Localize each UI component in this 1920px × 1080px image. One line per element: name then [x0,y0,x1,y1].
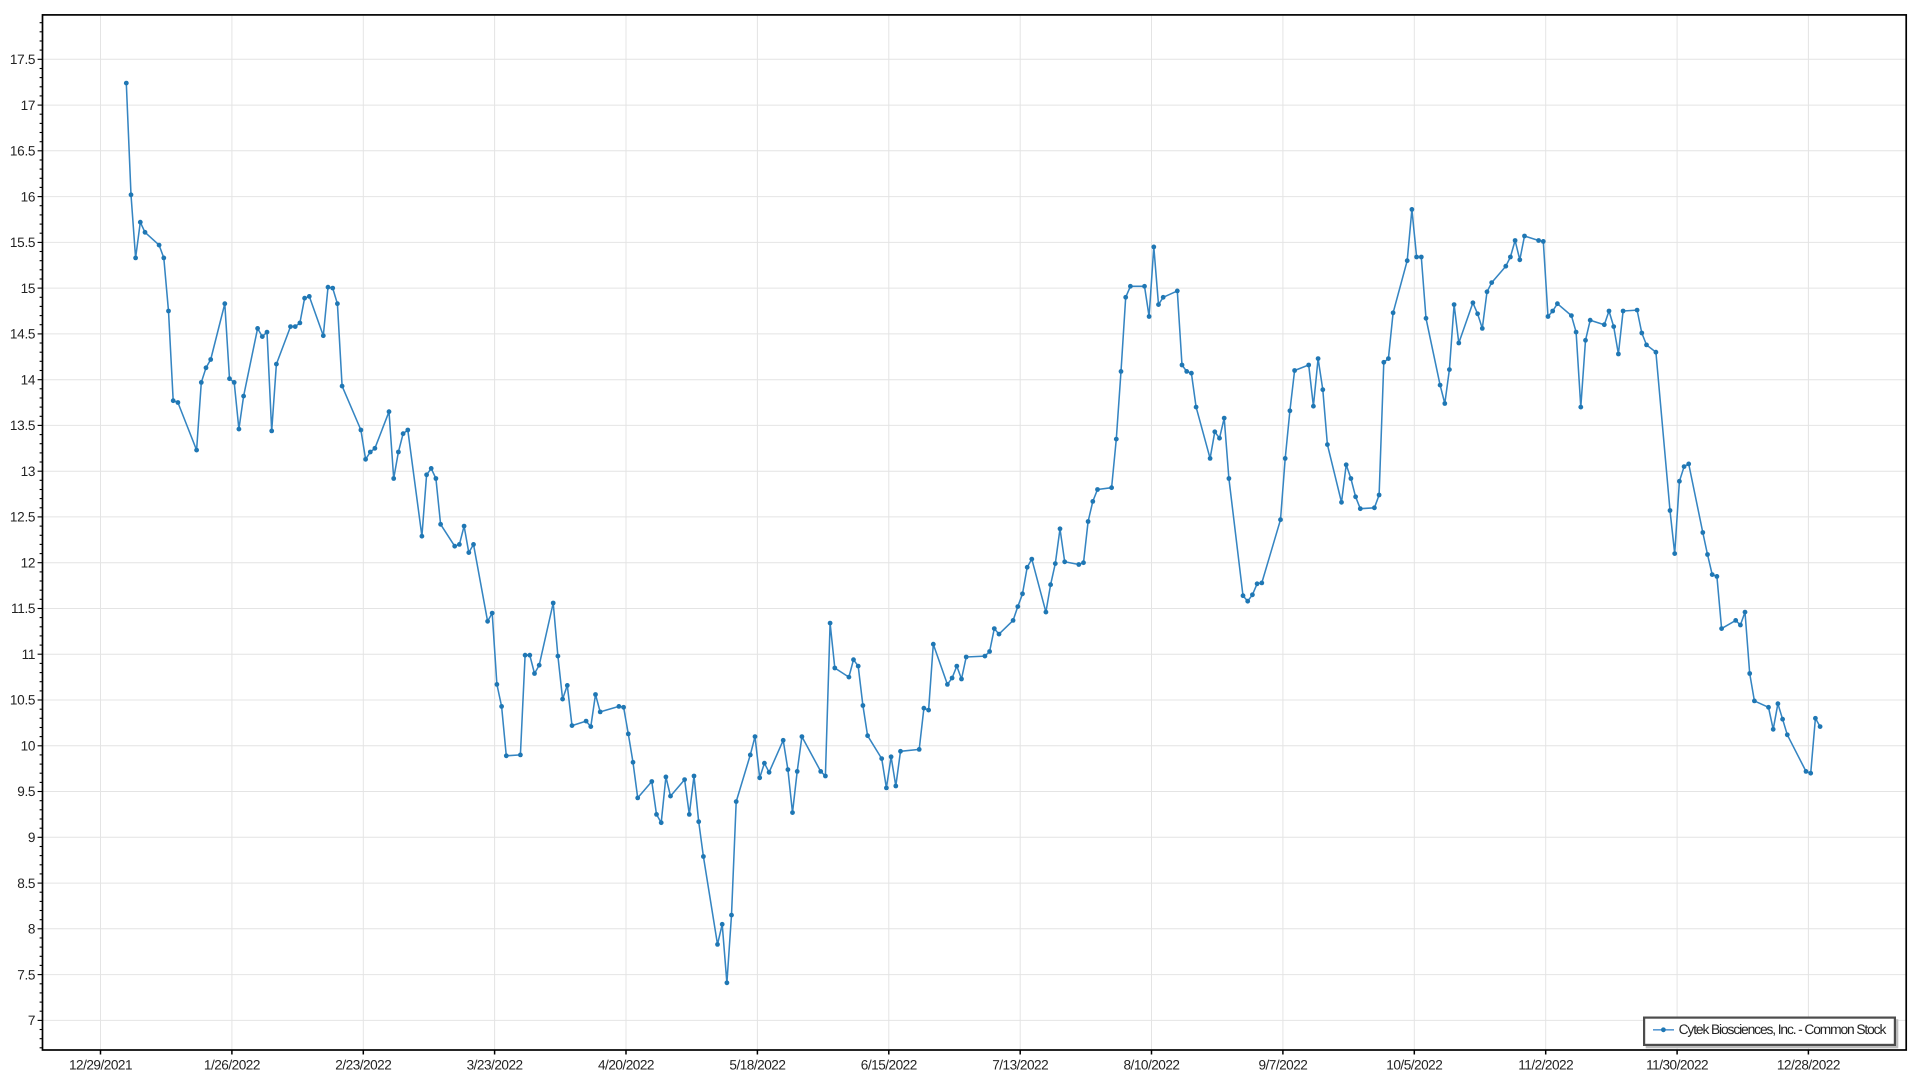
svg-text:7.5: 7.5 [17,967,35,982]
svg-text:3/23/2022: 3/23/2022 [467,1058,523,1073]
svg-text:11/2/2022: 11/2/2022 [1518,1058,1573,1073]
svg-text:5/18/2022: 5/18/2022 [729,1058,785,1073]
svg-text:12/28/2022: 12/28/2022 [1777,1058,1840,1073]
svg-text:16: 16 [21,189,36,204]
svg-text:16.5: 16.5 [10,144,35,159]
svg-text:7/13/2022: 7/13/2022 [992,1058,1048,1073]
svg-text:8/10/2022: 8/10/2022 [1124,1058,1180,1073]
svg-text:Cytek Biosciences, Inc. - Comm: Cytek Biosciences, Inc. - Common Stock [1679,1022,1887,1037]
svg-text:8: 8 [28,922,35,937]
svg-text:11/30/2022: 11/30/2022 [1646,1058,1708,1073]
svg-text:2/23/2022: 2/23/2022 [335,1058,391,1073]
svg-text:17.5: 17.5 [10,52,35,67]
svg-text:4/20/2022: 4/20/2022 [598,1058,654,1073]
svg-text:15: 15 [21,281,36,296]
svg-text:12/29/2021: 12/29/2021 [69,1058,132,1073]
svg-text:11: 11 [22,647,36,662]
svg-text:10/5/2022: 10/5/2022 [1386,1058,1442,1073]
svg-text:7: 7 [28,1013,35,1028]
svg-text:10.5: 10.5 [10,693,35,708]
svg-text:6/15/2022: 6/15/2022 [861,1058,917,1073]
svg-text:12: 12 [21,555,36,570]
svg-text:9.5: 9.5 [17,784,35,799]
svg-text:14.5: 14.5 [10,327,35,342]
svg-text:11.5: 11.5 [11,601,35,616]
svg-text:13.5: 13.5 [10,418,35,433]
svg-text:8.5: 8.5 [17,876,35,891]
svg-text:10: 10 [21,739,36,754]
svg-text:17: 17 [21,98,36,113]
svg-text:13: 13 [21,464,36,479]
svg-text:1/26/2022: 1/26/2022 [204,1058,260,1073]
svg-text:12.5: 12.5 [10,510,35,525]
svg-text:15.5: 15.5 [10,235,35,250]
svg-text:14: 14 [21,372,36,387]
svg-text:9: 9 [28,830,35,845]
svg-text:9/7/2022: 9/7/2022 [1258,1058,1307,1073]
